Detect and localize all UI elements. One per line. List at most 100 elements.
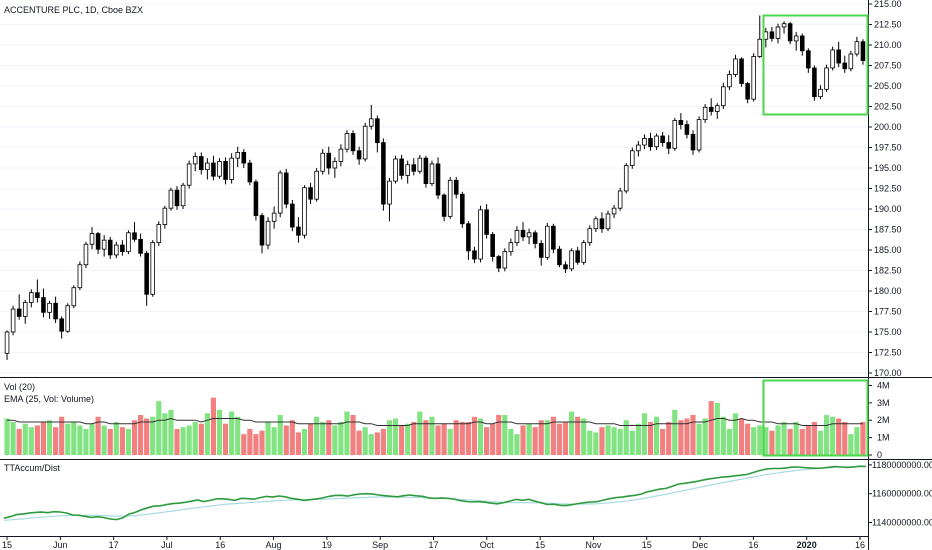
candle-body-up — [502, 251, 508, 269]
candle — [630, 147, 635, 169]
candle — [654, 133, 659, 150]
candle-body-down — [356, 150, 362, 160]
candle-body-up — [447, 179, 453, 217]
candle-body-up — [235, 152, 240, 159]
volume-bar-up — [89, 423, 95, 455]
candle-body-down — [599, 218, 605, 230]
candle-body-down — [435, 163, 441, 196]
volume-bar-down — [647, 421, 654, 455]
candle-body-down — [381, 142, 386, 205]
candle — [114, 241, 119, 259]
candle-body-down — [259, 215, 265, 246]
volume-bar-down — [40, 421, 47, 455]
candle — [666, 135, 671, 155]
candle — [314, 168, 319, 202]
volume-bar-down — [678, 420, 684, 455]
volume-bar-up — [605, 425, 611, 455]
volume-bar-up — [235, 416, 241, 455]
volume-bar-up — [653, 416, 660, 455]
volume-bar-down — [836, 418, 842, 455]
volume-bar-up — [617, 428, 623, 455]
candle-body-up — [150, 242, 156, 295]
candle-body-up — [429, 163, 435, 184]
time-tick-label: 15 — [535, 540, 545, 550]
candle-body-up — [387, 180, 392, 205]
volume-bar-up — [514, 434, 520, 455]
candle — [180, 182, 186, 209]
candle — [441, 193, 447, 222]
candle-body-up — [314, 170, 319, 200]
volume-bar-down — [374, 432, 380, 455]
candle — [71, 285, 77, 309]
price-tick-label: 197.50 — [874, 143, 902, 153]
price-tick-label: 200.00 — [874, 122, 902, 132]
volume-bar-down — [787, 428, 793, 455]
candle — [636, 140, 641, 157]
candle — [769, 26, 775, 42]
candle-body-down — [466, 223, 471, 252]
volume-bar-down — [860, 421, 866, 455]
volume-bar-up — [180, 427, 186, 455]
candle — [205, 158, 210, 180]
candle-body-down — [16, 308, 22, 317]
candle-body-down — [490, 234, 495, 257]
volume-bar-up — [823, 415, 830, 455]
price-tick-label: 215.00 — [874, 0, 902, 9]
price-tick-label: 177.50 — [874, 307, 902, 317]
volume-bar-up — [502, 415, 508, 455]
price-grid — [0, 3, 868, 374]
candle — [435, 157, 441, 200]
candle-body-down — [472, 250, 477, 260]
volume-bar-down — [459, 421, 465, 455]
volume-bar-up — [277, 415, 283, 455]
price-tick-label: 182.50 — [874, 266, 902, 276]
volume-bar-up — [204, 413, 210, 455]
volume-bar-up — [429, 416, 435, 455]
candle-body-down — [648, 138, 653, 148]
candle — [690, 130, 696, 155]
candle — [356, 146, 362, 165]
candle-body-up — [617, 190, 623, 209]
price-tick-label: 175.00 — [874, 327, 902, 337]
candle — [806, 48, 811, 73]
volume-bar-up — [417, 411, 423, 455]
candle-body-up — [217, 161, 222, 177]
candle-body-up — [654, 135, 659, 148]
candle-body-down — [247, 162, 253, 183]
candle-body-up — [192, 156, 198, 165]
candle-body-up — [545, 225, 550, 258]
candle — [126, 230, 131, 255]
volume-bar-up — [593, 432, 599, 455]
volume-bar-down — [283, 425, 289, 455]
candle — [4, 330, 10, 360]
volume-title: Vol (20) — [4, 382, 35, 392]
candle — [235, 146, 240, 168]
candle-body-up — [733, 58, 738, 75]
volume-ema-title: EMA (25, Vol: Volume) — [4, 394, 94, 404]
candle — [532, 230, 538, 249]
volume-bar-up — [569, 411, 575, 455]
candle — [739, 57, 744, 87]
candle — [678, 113, 684, 130]
candle-body-up — [277, 172, 283, 214]
candle-body-down — [745, 83, 750, 100]
candle — [684, 120, 690, 139]
volume-bar-down — [690, 415, 696, 455]
candle — [599, 212, 605, 233]
price-tick-label: 170.00 — [874, 368, 902, 378]
candle — [423, 155, 429, 188]
volume-bar-up — [696, 423, 702, 455]
candle — [514, 226, 520, 246]
candle — [605, 210, 611, 232]
candle — [217, 158, 222, 179]
candle — [186, 160, 192, 189]
time-tick-label: 15 — [2, 540, 12, 550]
candle-body-up — [751, 56, 756, 100]
volume-bar-down — [259, 430, 265, 455]
candle — [47, 300, 52, 319]
candle-body-down — [144, 252, 149, 295]
candle — [332, 157, 338, 178]
volume-bar-up — [71, 421, 77, 455]
candle-body-up — [526, 232, 532, 238]
volume-bar-down — [53, 427, 59, 455]
